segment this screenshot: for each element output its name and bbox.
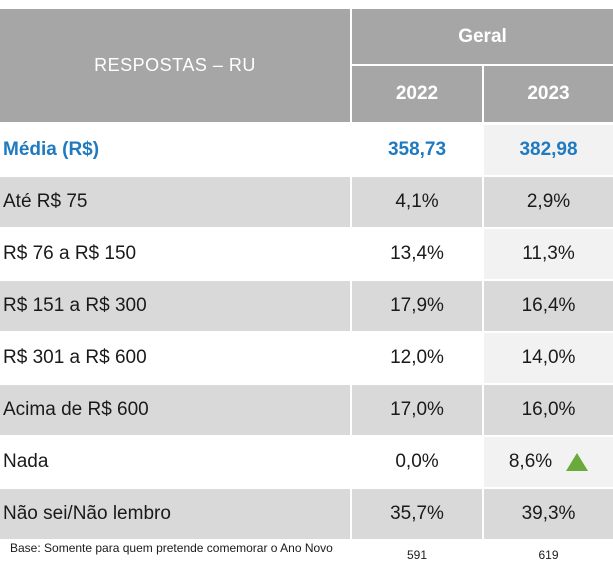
value-2023: 8,6% bbox=[508, 451, 553, 472]
value-2022: 35,7% bbox=[352, 489, 482, 539]
table-row: Nada 0,0% 8,6% bbox=[0, 437, 613, 487]
value-2023: 16,4% bbox=[484, 281, 613, 331]
value-2023: 14,0% bbox=[484, 333, 613, 383]
table-row: Até R$ 75 4,1% 2,9% bbox=[0, 177, 613, 227]
respostas-header: RESPOSTAS – RU bbox=[0, 9, 350, 122]
value-2023: 16,0% bbox=[484, 385, 613, 435]
table-row: R$ 151 a R$ 300 17,9% 16,4% bbox=[0, 281, 613, 331]
geral-header: Geral bbox=[352, 9, 613, 64]
value-2022: 358,73 bbox=[387, 139, 447, 160]
row-label: Acima de R$ 600 bbox=[0, 385, 350, 435]
value-2022: 12,0% bbox=[390, 347, 444, 368]
value-2022: 17,0% bbox=[352, 385, 482, 435]
row-label: Não sei/Não lembro bbox=[0, 489, 350, 539]
table-row: R$ 301 a R$ 600 12,0% 14,0% bbox=[0, 333, 613, 383]
value-2022: 17,9% bbox=[352, 281, 482, 331]
value-2022: 0,0% bbox=[395, 451, 439, 472]
base-count-2022: 591 bbox=[406, 548, 428, 562]
year-2023-header: 2023 bbox=[484, 66, 613, 122]
row-label: Até R$ 75 bbox=[0, 177, 350, 227]
row-label: Média (R$) bbox=[3, 139, 100, 160]
row-label: R$ 76 a R$ 150 bbox=[3, 243, 137, 264]
value-2022: 13,4% bbox=[390, 243, 444, 264]
base-footnote: Base: Somente para quem pretende comemor… bbox=[10, 541, 333, 555]
row-label: Nada bbox=[3, 451, 49, 472]
row-label: R$ 301 a R$ 600 bbox=[3, 347, 147, 368]
value-2023: 11,3% bbox=[484, 229, 613, 279]
table-row: Não sei/Não lembro 35,7% 39,3% bbox=[0, 489, 613, 539]
up-triangle-icon bbox=[566, 453, 589, 471]
row-label: R$ 151 a R$ 300 bbox=[0, 281, 350, 331]
value-2023: 2,9% bbox=[484, 177, 613, 227]
table-row: Acima de R$ 600 17,0% 16,0% bbox=[0, 385, 613, 435]
value-2022: 4,1% bbox=[352, 177, 482, 227]
table-footer: Base: Somente para quem pretende comemor… bbox=[0, 540, 613, 572]
value-2023: 382,98 bbox=[484, 125, 613, 175]
value-2023-cell: 8,6% bbox=[484, 437, 613, 487]
table-row-media: Média (R$) 358,73 382,98 bbox=[0, 125, 613, 175]
value-2023: 39,3% bbox=[484, 489, 613, 539]
year-2022-header: 2022 bbox=[352, 66, 482, 122]
table-row: R$ 76 a R$ 150 13,4% 11,3% bbox=[0, 229, 613, 279]
base-count-2023: 619 bbox=[538, 548, 559, 562]
